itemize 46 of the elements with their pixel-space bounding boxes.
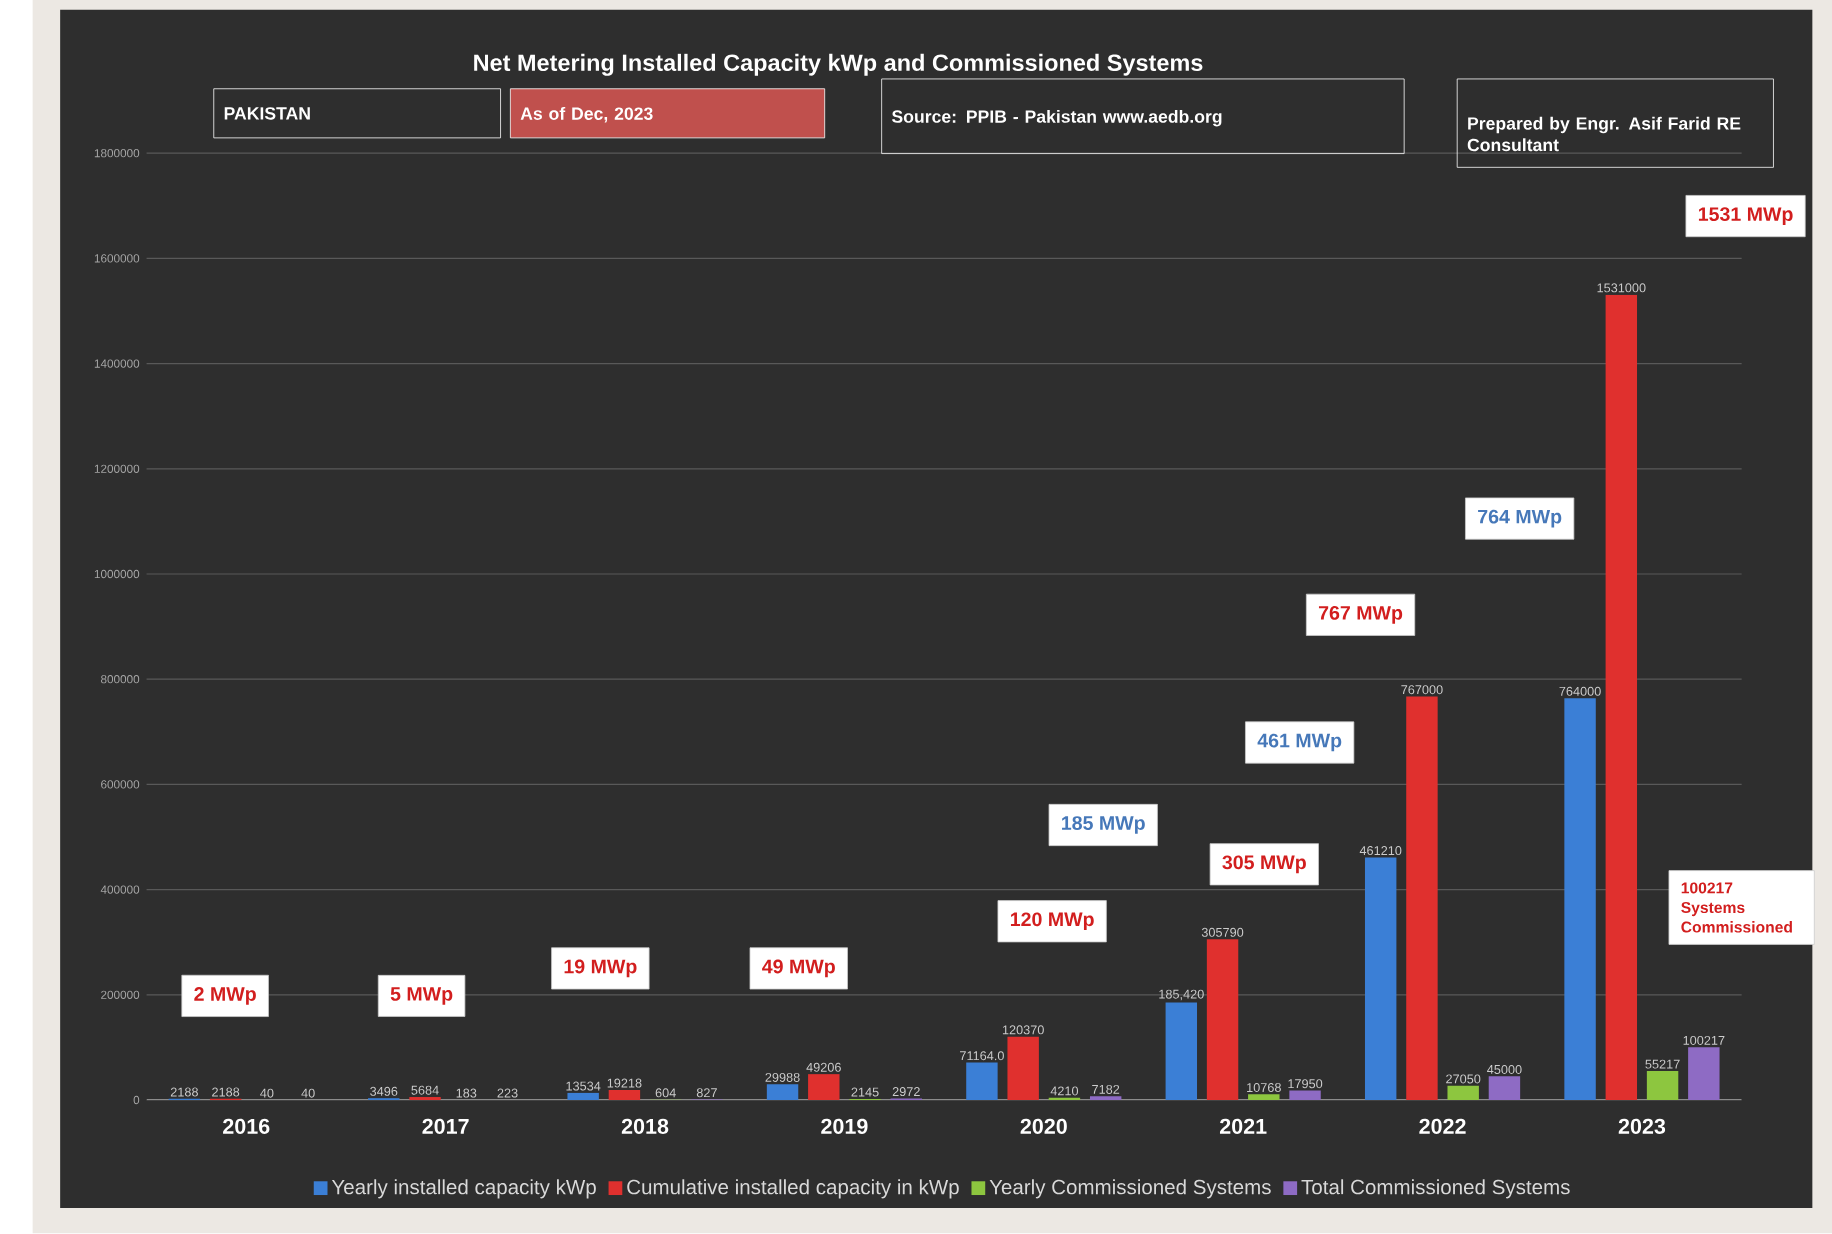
legend-label: Cumulative installed capacity in kWp — [627, 1179, 959, 1199]
legend-label: Yearly Commissioned Systems — [989, 1179, 1271, 1199]
bar — [808, 1074, 840, 1101]
bar — [1248, 1094, 1280, 1101]
annotation: 1531 MWp — [1698, 207, 1793, 226]
bar — [1289, 1090, 1321, 1101]
x-tick-label: 2017 — [422, 1118, 469, 1135]
bar — [1206, 939, 1239, 1101]
annotation: 461 MWp — [1257, 733, 1342, 752]
annotation: 185 MWp — [1062, 816, 1145, 835]
bar — [1688, 1047, 1720, 1101]
x-tick-label: 2023 — [1618, 1118, 1666, 1135]
bar — [1007, 1036, 1039, 1101]
annotation: 2 MWp — [194, 987, 256, 1005]
x-tick-label: 2016 — [223, 1118, 270, 1135]
text: Prepared by Engr. Asif Farid RE Consultant — [1467, 116, 1741, 152]
bar — [1406, 696, 1438, 1101]
text: PAKISTAN — [224, 107, 310, 120]
x-tick-label: 2019 — [821, 1118, 868, 1135]
chart-title: Net Metering Installed Capacity kWp and Commissioned Systems — [474, 54, 1203, 76]
annotation: 767 MWp — [1318, 606, 1403, 624]
bar — [608, 1090, 641, 1101]
bar — [1447, 1085, 1479, 1101]
legend-label: Total Commissioned Systems — [1301, 1179, 1570, 1199]
bar — [766, 1084, 799, 1101]
annotation: 764 MWp — [1478, 509, 1562, 528]
legend-label: Yearly installed capacity kWp — [331, 1179, 596, 1199]
annotation: 305 MWp — [1222, 855, 1306, 874]
annotation: 120 MWp — [1010, 912, 1094, 931]
annotation: 19 MWp — [564, 959, 637, 978]
bar — [1605, 294, 1638, 1101]
bar — [1564, 698, 1596, 1101]
x-tick-label: 2018 — [621, 1118, 669, 1135]
x-tick-label: 2022 — [1419, 1118, 1466, 1135]
bar — [1488, 1076, 1521, 1101]
bar — [1646, 1071, 1679, 1101]
source-note: Source: PPIB - Pakistan www.aedb.org — [891, 110, 1222, 127]
x-tick-label: 2021 — [1219, 1118, 1267, 1135]
bar — [966, 1062, 998, 1101]
annotation: 49 MWp — [762, 959, 835, 978]
bar — [1165, 1002, 1198, 1101]
x-tick-label: 2020 — [1020, 1118, 1067, 1135]
annotation: 5 MWp — [390, 987, 453, 1005]
bar — [567, 1093, 599, 1101]
text: As of Dec, 2023 — [520, 107, 653, 123]
bar — [1364, 857, 1397, 1101]
